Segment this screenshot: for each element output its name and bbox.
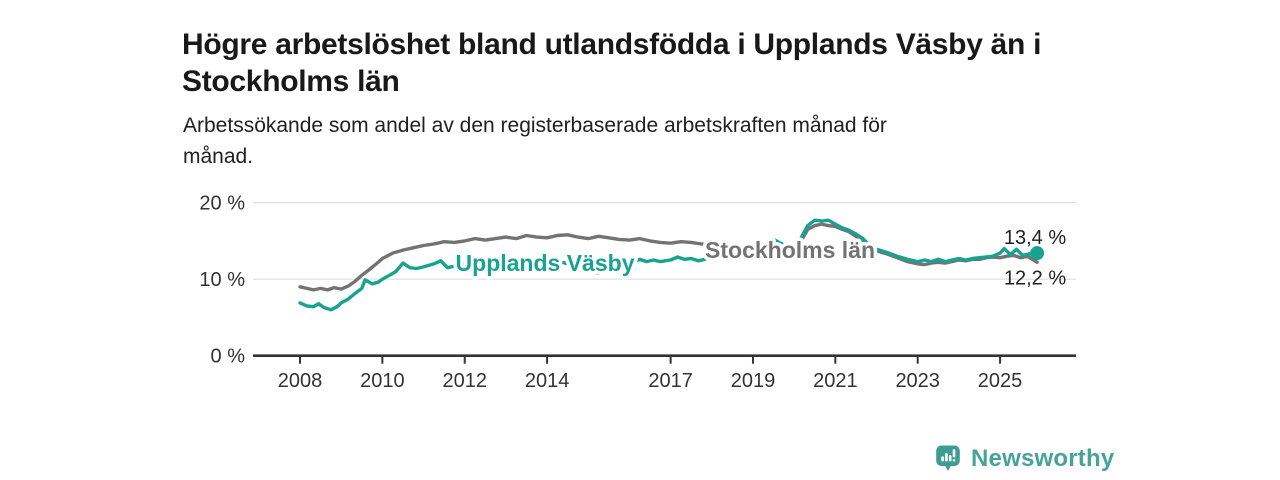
- title-line-2: Stockholms län: [182, 65, 400, 99]
- end-value-label: 13,4 %: [1004, 227, 1066, 249]
- chart-subtitle: Arbetssökande som andel av den registerb…: [183, 110, 887, 172]
- series-line-upplands-v-sby: [298, 218, 1039, 312]
- newsworthy-logo[interactable]: Newsworthy: [934, 444, 1114, 473]
- x-tick-label: 2023: [895, 370, 940, 392]
- x-tick-label: 2021: [813, 370, 858, 392]
- end-value-label: 12,2 %: [1004, 267, 1066, 289]
- series-label-upplands-v-sby: Upplands Väsby: [456, 250, 635, 276]
- page-title: Högre arbetslöshet bland utlandsfödda i …: [182, 26, 1041, 100]
- bar-chart-speech-bubble-icon: [936, 445, 960, 471]
- x-tick-label: 2012: [442, 370, 487, 392]
- x-tick-label: 2010: [360, 370, 405, 392]
- x-tick-label: 2014: [525, 370, 570, 392]
- x-tick-label: 2025: [978, 370, 1023, 392]
- y-tick-label: 10 %: [199, 269, 245, 291]
- y-tick-label: 0 %: [211, 346, 246, 368]
- newsworthy-wordmark: Newsworthy: [971, 444, 1115, 472]
- subtitle-line-1: Arbetssökande som andel av den registerb…: [183, 114, 887, 137]
- x-tick-label: 2008: [278, 370, 323, 392]
- title-line-1: Högre arbetslöshet bland utlandsfödda i …: [182, 28, 1042, 62]
- x-tick-label: 2019: [731, 370, 776, 392]
- series-line-stockholms-l-n: [298, 222, 1039, 292]
- y-tick-label: 20 %: [199, 193, 245, 215]
- subtitle-line-2: månad.: [183, 145, 254, 168]
- series-end-dot: [1030, 246, 1045, 261]
- series-label-stockholms-l-n: Stockholms län: [705, 237, 875, 263]
- x-tick-label: 2017: [648, 370, 693, 392]
